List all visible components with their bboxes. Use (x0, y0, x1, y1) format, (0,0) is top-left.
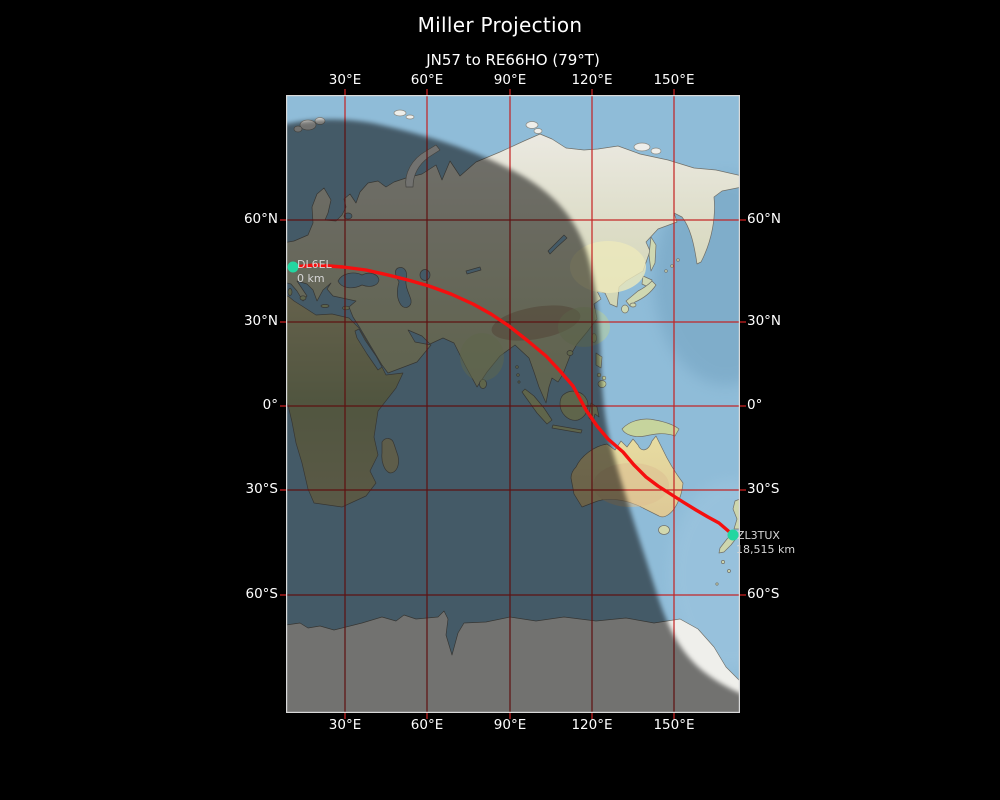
island-nz-minor (721, 560, 725, 564)
great-circle-path (291, 263, 735, 537)
y-tick-left: 0° (262, 397, 278, 413)
destination-callsign-label: ZL3TUX (737, 529, 780, 542)
x-tick-bottom: 30°E (328, 717, 362, 733)
plot-subtitle: JN57 to RE66HO (79°T) (426, 51, 600, 69)
island-new-siberian (650, 147, 662, 155)
island-franz-josef (405, 114, 415, 120)
island-franz-josef (393, 109, 407, 117)
island-tasmania (658, 525, 670, 535)
x-tick-bottom: 120°E (571, 717, 613, 733)
island-visayas (601, 375, 607, 381)
island-nz-north (732, 498, 740, 530)
y-tick-left: 60°N (243, 211, 278, 227)
island-kuril (664, 269, 668, 273)
page-title: Miller Projection (417, 13, 583, 37)
island-kyushu (621, 304, 629, 314)
y-tick-left: 60°S (245, 586, 279, 602)
island-shikoku (629, 302, 637, 308)
x-tick-top: 120°E (571, 72, 613, 88)
y-tick-right: 60°N (747, 211, 782, 227)
x-tick-top: 30°E (328, 72, 362, 88)
island-honshu (625, 280, 657, 307)
y-tick-left: 30°S (245, 481, 279, 497)
y-tick-left: 30°N (243, 313, 278, 329)
origin-callsign-label: DL6EL (297, 258, 332, 271)
island-sakhalin (648, 236, 657, 272)
y-tick-right: 30°N (747, 313, 782, 329)
y-tick-right: 30°S (747, 481, 780, 497)
y-tick-right: 0° (747, 397, 763, 413)
island-kuril (676, 258, 680, 262)
axes-frame (286, 95, 740, 713)
x-tick-bottom: 60°E (410, 717, 444, 733)
x-tick-bottom: 90°E (493, 717, 527, 733)
destination-distance-label: 18,515 km (736, 543, 796, 556)
island-new-guinea (621, 418, 680, 437)
world-map (280, 89, 746, 719)
destination-marker (727, 529, 739, 541)
island-nz-minor (727, 569, 731, 573)
x-tick-top: 150°E (653, 72, 695, 88)
origin-distance-label: 0 km (297, 272, 325, 285)
x-tick-top: 60°E (410, 72, 444, 88)
island-nz-minor (715, 582, 719, 586)
island-severnaya-zemlya (533, 128, 543, 134)
island-kuril (670, 264, 674, 268)
island-severnaya-zemlya (525, 121, 539, 129)
y-tick-right: 60°S (747, 586, 780, 602)
x-tick-bottom: 150°E (653, 717, 695, 733)
origin-marker (287, 261, 299, 273)
night-terminator-overlay (286, 119, 740, 713)
tick-marks (280, 89, 746, 719)
pacific-deep-tint (654, 175, 740, 385)
island-new-siberian (633, 142, 651, 152)
x-tick-top: 90°E (493, 72, 527, 88)
